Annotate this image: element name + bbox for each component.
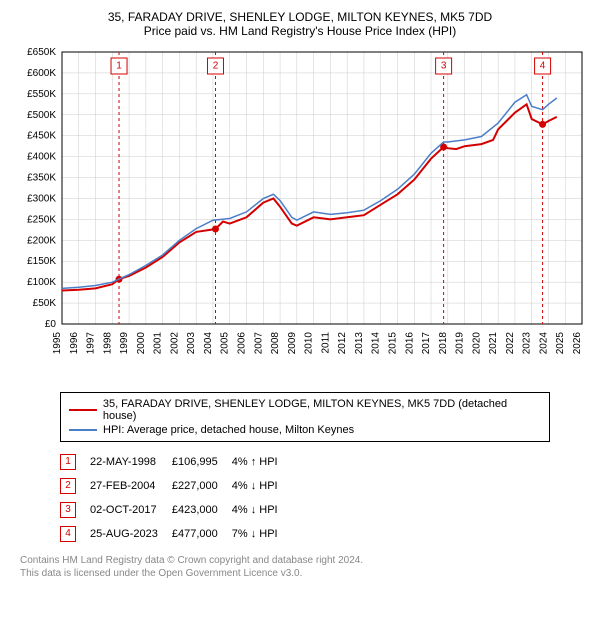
x-tick-label: 2000 xyxy=(136,332,147,355)
x-tick-label: 1995 xyxy=(52,332,63,355)
y-tick-label: £250K xyxy=(27,214,56,225)
x-tick-label: 2020 xyxy=(471,332,482,355)
footer: Contains HM Land Registry data © Crown c… xyxy=(20,554,590,580)
x-tick-label: 2006 xyxy=(237,332,248,355)
x-tick-label: 2016 xyxy=(404,332,415,355)
event-delta: 4% ↓ HPI xyxy=(232,498,292,522)
x-tick-label: 2026 xyxy=(572,332,583,355)
event-row: 2 27-FEB-2004£227,0004% ↓ HPI xyxy=(60,474,292,498)
y-tick-label: £50K xyxy=(33,298,57,309)
x-tick-label: 1997 xyxy=(86,332,97,355)
event-price: £477,000 xyxy=(172,522,232,546)
y-tick-label: £550K xyxy=(27,89,56,100)
event-marker: 1 xyxy=(60,454,76,470)
chart-svg: £0 £50K £100K £150K £200K £250K £300K £350K £400… xyxy=(10,44,590,384)
legend-label: HPI: Average price, detached house, Milt… xyxy=(103,424,354,436)
x-tick-label: 2007 xyxy=(253,332,264,355)
legend-swatch xyxy=(69,429,97,431)
footer-line-1: Contains HM Land Registry data © Crown c… xyxy=(20,554,590,567)
y-tick-label: £500K xyxy=(27,110,56,121)
legend: 35, FARADAY DRIVE, SHENLEY LODGE, MILTON… xyxy=(60,392,550,442)
x-tick-label: 2009 xyxy=(287,332,298,355)
event-date: 02-OCT-2017 xyxy=(90,498,172,522)
event-marker-number: 3 xyxy=(441,61,447,72)
event-delta: 4% ↓ HPI xyxy=(232,474,292,498)
event-date: 27-FEB-2004 xyxy=(90,474,172,498)
title-line-2: Price paid vs. HM Land Registry's House … xyxy=(10,24,590,38)
x-tick-label: 1996 xyxy=(69,332,80,355)
y-tick-label: £600K xyxy=(27,68,56,79)
y-tick-label: £150K xyxy=(27,256,56,267)
x-tick-label: 2012 xyxy=(337,332,348,355)
events-table: 1 22-MAY-1998£106,9954% ↑ HPI 2 27-FEB-2004… xyxy=(60,450,292,546)
y-tick-label: £0 xyxy=(45,319,57,330)
legend-row: HPI: Average price, detached house, Milt… xyxy=(69,423,541,437)
x-tick-label: 2013 xyxy=(354,332,365,355)
event-price: £227,000 xyxy=(172,474,232,498)
x-tick-label: 1998 xyxy=(102,332,113,355)
x-tick-label: 2025 xyxy=(555,332,566,355)
x-tick-label: 2019 xyxy=(455,332,466,355)
event-marker: 4 xyxy=(60,526,76,542)
event-delta: 7% ↓ HPI xyxy=(232,522,292,546)
y-tick-label: £300K xyxy=(27,193,56,204)
event-row: 1 22-MAY-1998£106,9954% ↑ HPI xyxy=(60,450,292,474)
x-tick-label: 1999 xyxy=(119,332,130,355)
event-row: 4 25-AUG-2023£477,0007% ↓ HPI xyxy=(60,522,292,546)
legend-swatch xyxy=(69,409,97,411)
x-tick-label: 2023 xyxy=(522,332,533,355)
footer-line-2: This data is licensed under the Open Gov… xyxy=(20,567,590,580)
event-marker-number: 4 xyxy=(540,61,546,72)
title-block: 35, FARADAY DRIVE, SHENLEY LODGE, MILTON… xyxy=(10,10,590,38)
x-tick-label: 2003 xyxy=(186,332,197,355)
title-line-1: 35, FARADAY DRIVE, SHENLEY LODGE, MILTON… xyxy=(10,10,590,24)
event-price: £423,000 xyxy=(172,498,232,522)
y-tick-label: £350K xyxy=(27,173,56,184)
x-tick-label: 2015 xyxy=(387,332,398,355)
x-tick-label: 2005 xyxy=(220,332,231,355)
x-tick-label: 2008 xyxy=(270,332,281,355)
y-tick-label: £450K xyxy=(27,131,56,142)
x-tick-label: 2011 xyxy=(320,332,331,354)
event-marker-number: 2 xyxy=(213,61,219,72)
x-tick-label: 2001 xyxy=(153,332,164,355)
y-tick-label: £100K xyxy=(27,277,56,288)
x-tick-label: 2018 xyxy=(438,332,449,355)
chart: £0 £50K £100K £150K £200K £250K £300K £350K £400… xyxy=(10,44,590,384)
event-marker: 3 xyxy=(60,502,76,518)
x-tick-label: 2022 xyxy=(505,332,516,355)
x-tick-label: 2021 xyxy=(488,332,499,355)
event-date: 22-MAY-1998 xyxy=(90,450,172,474)
x-tick-label: 2014 xyxy=(371,332,382,355)
legend-row: 35, FARADAY DRIVE, SHENLEY LODGE, MILTON… xyxy=(69,397,541,423)
y-tick-label: £200K xyxy=(27,235,56,246)
event-price: £106,995 xyxy=(172,450,232,474)
event-marker: 2 xyxy=(60,478,76,494)
x-tick-label: 2024 xyxy=(538,332,549,355)
x-tick-label: 2017 xyxy=(421,332,432,355)
y-tick-label: £650K xyxy=(27,47,56,58)
legend-label: 35, FARADAY DRIVE, SHENLEY LODGE, MILTON… xyxy=(103,398,541,422)
event-date: 25-AUG-2023 xyxy=(90,522,172,546)
y-tick-label: £400K xyxy=(27,152,56,163)
event-marker-number: 1 xyxy=(116,61,122,72)
x-tick-label: 2010 xyxy=(304,332,315,355)
event-row: 3 02-OCT-2017£423,0004% ↓ HPI xyxy=(60,498,292,522)
x-tick-label: 2004 xyxy=(203,332,214,355)
x-tick-label: 2002 xyxy=(169,332,180,355)
event-delta: 4% ↑ HPI xyxy=(232,450,292,474)
